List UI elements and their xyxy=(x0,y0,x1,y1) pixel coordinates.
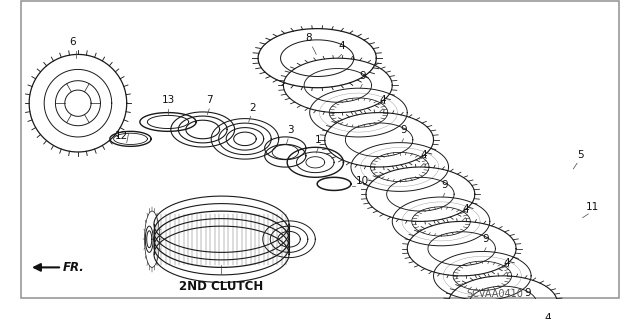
Text: 11: 11 xyxy=(586,202,598,212)
Text: 4: 4 xyxy=(545,313,551,319)
Text: 9: 9 xyxy=(400,125,407,135)
Text: 2: 2 xyxy=(249,103,256,113)
Text: SCVAA0410: SCVAA0410 xyxy=(467,289,524,299)
Text: 4: 4 xyxy=(380,95,386,105)
Text: 12: 12 xyxy=(115,131,128,141)
Text: 4: 4 xyxy=(421,150,428,160)
Text: FR.: FR. xyxy=(63,261,84,274)
Text: 4: 4 xyxy=(462,204,468,214)
Text: 4: 4 xyxy=(504,258,510,269)
Text: 9: 9 xyxy=(483,234,490,244)
Text: 9: 9 xyxy=(359,71,365,81)
Text: 13: 13 xyxy=(161,95,175,105)
Text: 8: 8 xyxy=(305,33,312,43)
Text: 2ND CLUTCH: 2ND CLUTCH xyxy=(179,279,264,293)
Text: 5: 5 xyxy=(577,150,584,160)
Text: 10: 10 xyxy=(356,176,369,186)
Text: 3: 3 xyxy=(287,125,293,135)
Text: 6: 6 xyxy=(69,37,76,47)
Text: 1: 1 xyxy=(315,135,321,145)
Text: 7: 7 xyxy=(206,95,212,105)
Text: 9: 9 xyxy=(442,180,448,189)
Text: 9: 9 xyxy=(524,288,531,299)
Text: 4: 4 xyxy=(339,41,345,51)
